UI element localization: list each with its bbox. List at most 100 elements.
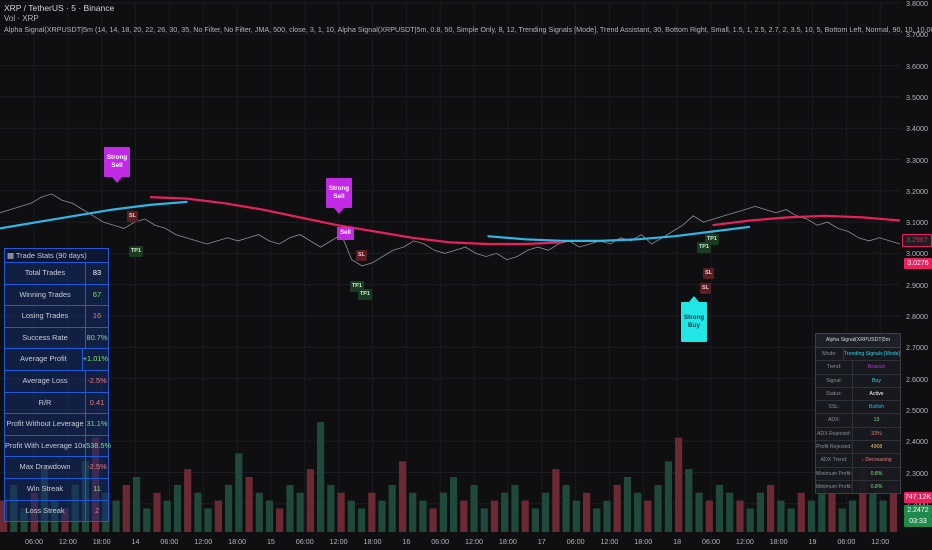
x-tick-label: 16: [402, 537, 411, 546]
volume-bar: [0, 500, 8, 532]
strong-sell-marker: Strong Sell: [104, 147, 130, 183]
x-tick-label: 12:00: [735, 537, 754, 546]
panel-row: Minimum Profit: 0.8%: [816, 467, 900, 481]
x-tick-label: 18:00: [228, 537, 247, 546]
stats-label: Winning Trades: [5, 284, 86, 306]
stats-row: Average Profit +1.01%: [5, 349, 108, 371]
stats-value: 538.5%: [86, 440, 112, 450]
y-tick-label: 2.3000: [906, 468, 928, 478]
volume-bar: [265, 500, 274, 532]
volume-bar: [531, 508, 539, 532]
volume-bar: [480, 508, 488, 532]
panel-row: ADX: 13: [816, 414, 900, 428]
volume-bar: [173, 484, 182, 532]
stats-label: Loss Streak: [5, 500, 86, 522]
strong-buy-marker: Strong Buy: [681, 296, 707, 342]
volume-bar: [143, 508, 151, 532]
price-axis[interactable]: 3.8000 3.7000 3.6000 3.5000 3.4000 3.3000 3.20…: [902, 0, 932, 550]
volume-bar: [808, 500, 816, 532]
volume-bar: [613, 484, 621, 532]
volume-bar: [439, 492, 447, 532]
countdown-tag: 03:33: [904, 516, 932, 527]
stats-row: Win Streak 11: [5, 478, 108, 501]
volume-bar: [756, 492, 764, 532]
trade-stats-table: ▦ Trade Stats (90 days) Total Trades 83 Wi…: [4, 248, 112, 523]
volume-bar: [337, 492, 345, 532]
x-tick-label: 12:00: [58, 537, 77, 546]
stats-row: Losing Trades 16: [5, 306, 108, 328]
volume-bar: [276, 508, 284, 532]
volume-bar: [235, 453, 243, 532]
sl-chip: SL: [703, 268, 714, 279]
volume-bar: [163, 500, 171, 532]
x-tick-label: 12:00: [871, 537, 890, 546]
volume-bar: [122, 484, 130, 532]
panel-label: Minimum Profit:: [816, 480, 853, 494]
volume-bar: [797, 492, 805, 532]
y-tick-label: 3.1000: [906, 218, 928, 228]
y-tick-label: 2.4000: [906, 437, 928, 447]
volume-bar: [542, 492, 550, 532]
volume-bar: [552, 469, 560, 532]
y-tick-label: 3.2000: [906, 186, 928, 196]
stats-label: Average Profit: [5, 349, 83, 370]
x-tick-label: 06:00: [160, 537, 179, 546]
ma-line-red: [149, 196, 901, 246]
volume-bar: [112, 500, 120, 532]
time-axis[interactable]: 06:00 12:00 18:00 14 06:00 12:00 18:00 15 06:00 1…: [0, 534, 932, 550]
panel-label: Status:: [816, 387, 853, 401]
strong-sell-marker: Strong Sell: [326, 178, 352, 214]
y-tick-label: 2.5000: [906, 405, 928, 415]
volume-bar: [634, 492, 642, 532]
panel-label: Trend:: [816, 361, 853, 374]
stats-value: 83: [92, 268, 102, 277]
y-tick-label: 3.4000: [906, 124, 928, 134]
panel-value: Active: [869, 390, 884, 397]
x-tick-label: 06:00: [566, 537, 585, 546]
panel-label: ADX Rejected:: [816, 427, 853, 441]
stats-row: Total Trades 83: [5, 263, 108, 285]
panel-value: Bullish: [868, 404, 885, 411]
stats-label: Total Trades: [5, 263, 86, 284]
sl-chip: SL: [700, 283, 711, 294]
panel-row: Status: Active: [816, 387, 900, 402]
x-tick-label: 06:00: [702, 537, 720, 546]
ma-line-blue: [0, 200, 751, 242]
volume-bar: [685, 469, 693, 532]
panel-value: 0.8%: [870, 483, 883, 490]
chart-grid: [0, 2, 900, 532]
panel-value: 0.8%: [870, 470, 883, 477]
stats-value: 16: [92, 311, 102, 321]
x-tick-label: 18:00: [363, 537, 382, 546]
sl-chip: SL: [127, 211, 138, 222]
volume-bar: [490, 500, 499, 532]
volume-label: Vol · XRP: [4, 14, 39, 23]
panel-value: 33%: [871, 430, 882, 437]
x-tick-label: 17: [537, 537, 546, 546]
indicator-label: Alpha Signal(XRPUSDT|5m (14, 14, 18, 20,…: [4, 25, 932, 34]
stats-value: 11: [93, 483, 101, 493]
volume-bars: [0, 422, 897, 532]
volume-bar: [675, 437, 683, 532]
volume-bar: [204, 508, 212, 532]
signal-panel: Alpha Signal(XRPUSDT|5m Mode: Trending Si…: [815, 333, 901, 495]
y-tick-label: 2.2000: [906, 500, 928, 509]
tp-chip: TP1: [697, 242, 711, 253]
symbol-title: XRP / TetherUS · 5 · Binance: [4, 3, 115, 13]
volume-bar: [245, 477, 253, 532]
x-tick-label: 18:00: [769, 537, 788, 546]
stats-row: Success Rate 80.7%: [5, 327, 108, 350]
volume-bar: [767, 484, 775, 532]
panel-value: 4908: [870, 444, 883, 451]
volume-bar: [286, 484, 294, 532]
panel-value: Trending Signals [Mode]: [843, 351, 900, 357]
y-tick-label: 3.5000: [906, 92, 928, 102]
x-tick-label: 12:00: [600, 537, 619, 546]
stats-row: Max Drawdown -2.5%: [5, 457, 108, 479]
volume-bar: [450, 477, 458, 532]
panel-row: Minimum Profit: 0.8%: [816, 480, 900, 494]
stats-label: Average Loss: [5, 370, 86, 392]
x-tick-label: 15: [266, 537, 275, 546]
volume-bar: [409, 492, 417, 532]
